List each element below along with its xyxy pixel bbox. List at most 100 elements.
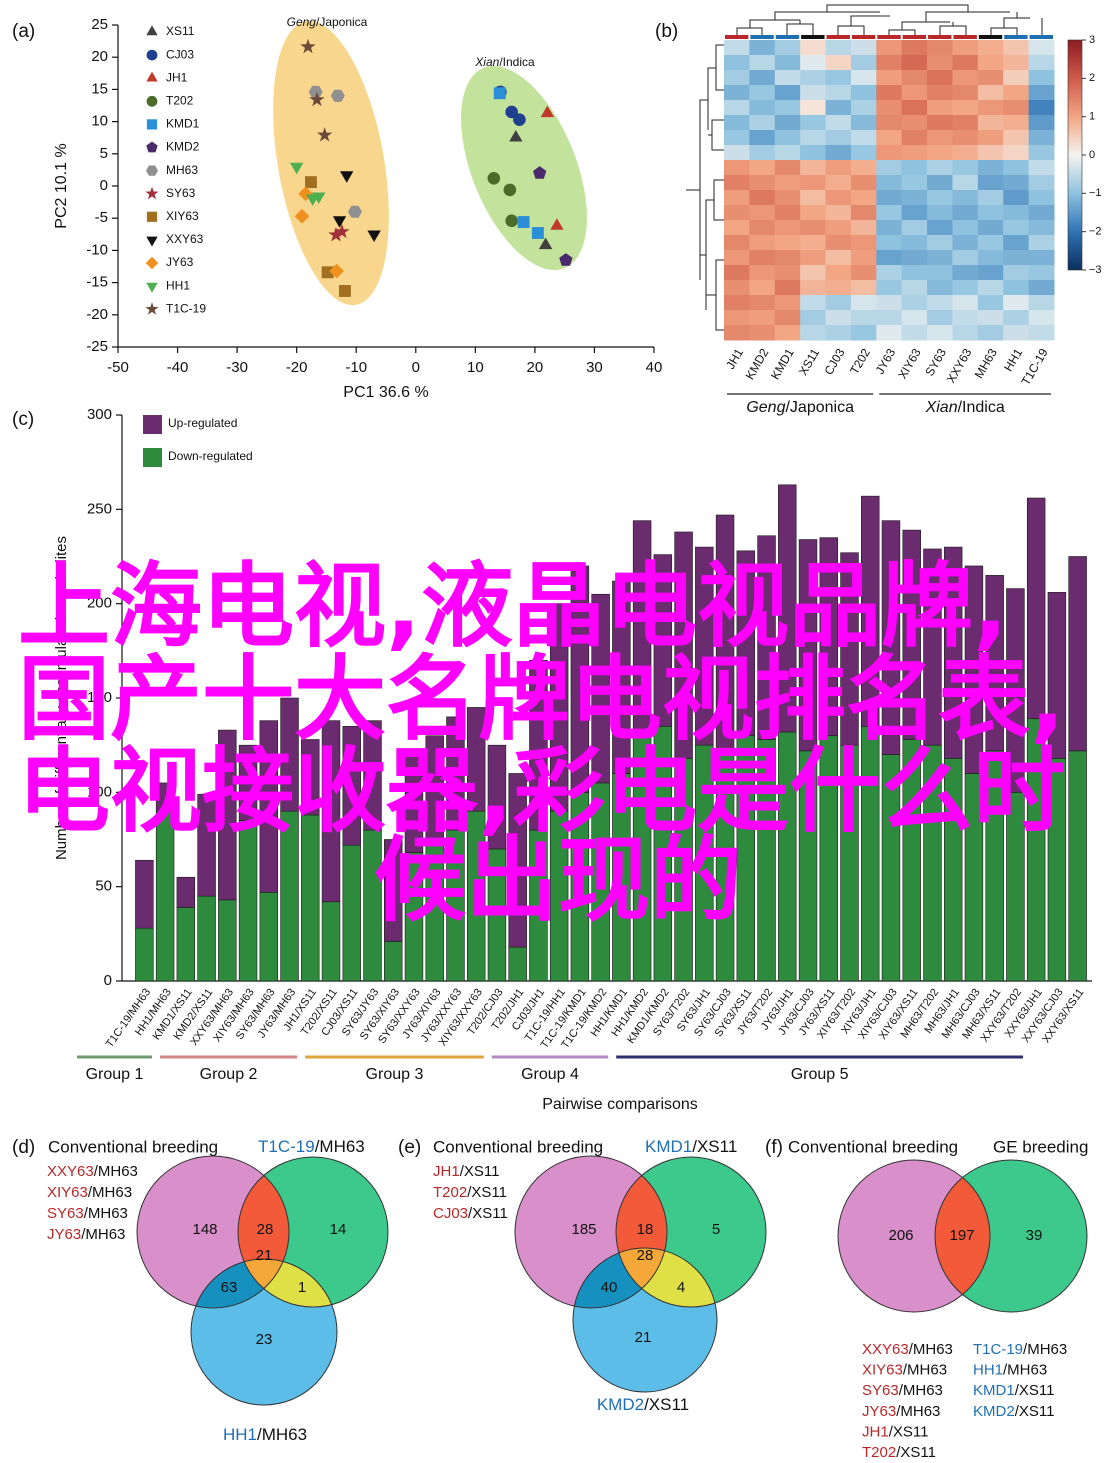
comparison-rest: /MH63 [909,1341,953,1358]
genotype-name: JY63 [47,1226,81,1243]
heatmap-cell [749,115,776,131]
y-tick-label: 150 [87,689,112,706]
legend-label: JY63 [166,255,194,269]
comparison-rest: /MH63 [1023,1341,1067,1358]
x-tick-label: 10 [467,359,484,376]
bar-segment [176,876,196,908]
heatmap-cell [774,115,801,131]
panel-label: (a) [12,21,35,42]
heatmap-cell [901,100,928,116]
label: JY63/MH63 [862,1403,940,1420]
heatmap-cell [800,220,827,236]
point [533,166,547,179]
heatmap-cell [850,115,877,131]
point [340,171,354,183]
heatmap-cell [901,265,928,281]
point [513,113,526,126]
overlay-text: 上海电视,液晶电视品牌, [18,553,1008,660]
heatmap-cell [977,40,1004,56]
venn-circle [190,1258,338,1406]
heatmap-cell [876,115,903,131]
heatmap-cell [774,160,801,176]
heatmap-cell [1003,325,1030,341]
bar-segment [549,603,569,812]
column-label: CJ03 [821,346,847,378]
group-label: Group 5 [791,1066,849,1083]
heatmap-cell [749,100,776,116]
heatmap-cell [952,205,979,221]
legend-label: HH1 [166,278,190,292]
legend-label: SY63 [166,186,196,200]
heatmap-cell [977,100,1004,116]
heatmap-cell [1028,295,1055,311]
venn-count: 40 [601,1279,618,1296]
heatmap-cell [1028,280,1055,296]
legend-marker [146,141,158,153]
heatmap-cell [876,265,903,281]
point [305,176,317,189]
point [294,208,310,224]
heatmap-cell [800,100,827,116]
group-label: Group 3 [366,1066,424,1083]
heatmap-cell [952,130,979,146]
x-tick-label: -30 [226,359,248,376]
heatmap-cell [1003,100,1030,116]
venn-circle [191,1259,289,1308]
venn-count: 39 [1026,1227,1043,1244]
heatmap-cell [850,205,877,221]
heatmap-cell [927,115,953,131]
heatmap-cell [1028,55,1055,71]
point [505,105,518,119]
legend-label: XXY63 [166,232,204,246]
heatmap-cell [977,310,1004,326]
legend-label: XIY63 [166,209,199,223]
heatmap-cell [825,85,852,101]
bar-segment [176,907,196,982]
y-tick-label: -25 [86,338,108,355]
venn-count: 14 [330,1221,347,1238]
heatmap-cell [825,295,852,311]
bar-segment [238,744,258,821]
heatmap-cell [724,160,750,176]
heatmap-cell [1028,190,1055,206]
legend-marker [146,211,158,222]
heatmap-cell [850,85,877,101]
y-tick-label: 300 [87,406,112,423]
bar-segment [259,892,279,982]
heatmap-cell [901,235,928,251]
heatmap-cell [977,115,1004,131]
legend-label: CJ03 [166,47,194,61]
x-tick-label: 40 [646,359,663,376]
group-label: Geng/Japonica [746,399,854,416]
comparison-rest: /XS11 [460,1163,500,1180]
heatmap-cell [927,175,953,191]
heatmap-cell [901,250,928,266]
heatmap-cell [876,175,903,191]
heatmap-cell [1003,160,1030,176]
colorbar-tick-label: −2 [1089,226,1102,238]
column-label: XIY63 [895,346,924,382]
y-tick-label: 50 [95,878,112,895]
heatmap-cell [724,310,750,326]
heatmap-cell [749,70,776,86]
group-label-rest: /Indica [958,399,1005,416]
venn-count: 5 [712,1221,720,1238]
heatmap-cell [927,250,953,266]
venn-circle [136,1155,290,1309]
point [298,186,313,202]
genotype-name: XIY63 [862,1362,903,1379]
genotype-name: T1C-19 [258,1137,315,1156]
point [538,237,553,250]
comparison-rest: /XS11 [467,1184,507,1201]
label: KMD1/XS11 [645,1137,737,1156]
heatmap-cell [952,235,979,251]
bar-segment [964,565,984,774]
heatmap-cell [952,310,979,326]
bar-segment [363,720,382,831]
bar-segment [342,725,361,846]
genotype-name: KMD2 [597,1395,644,1414]
bar-segment [653,554,673,727]
heatmap-cell [952,325,979,341]
bar-segment [715,514,735,755]
heatmap-cell [825,175,852,191]
